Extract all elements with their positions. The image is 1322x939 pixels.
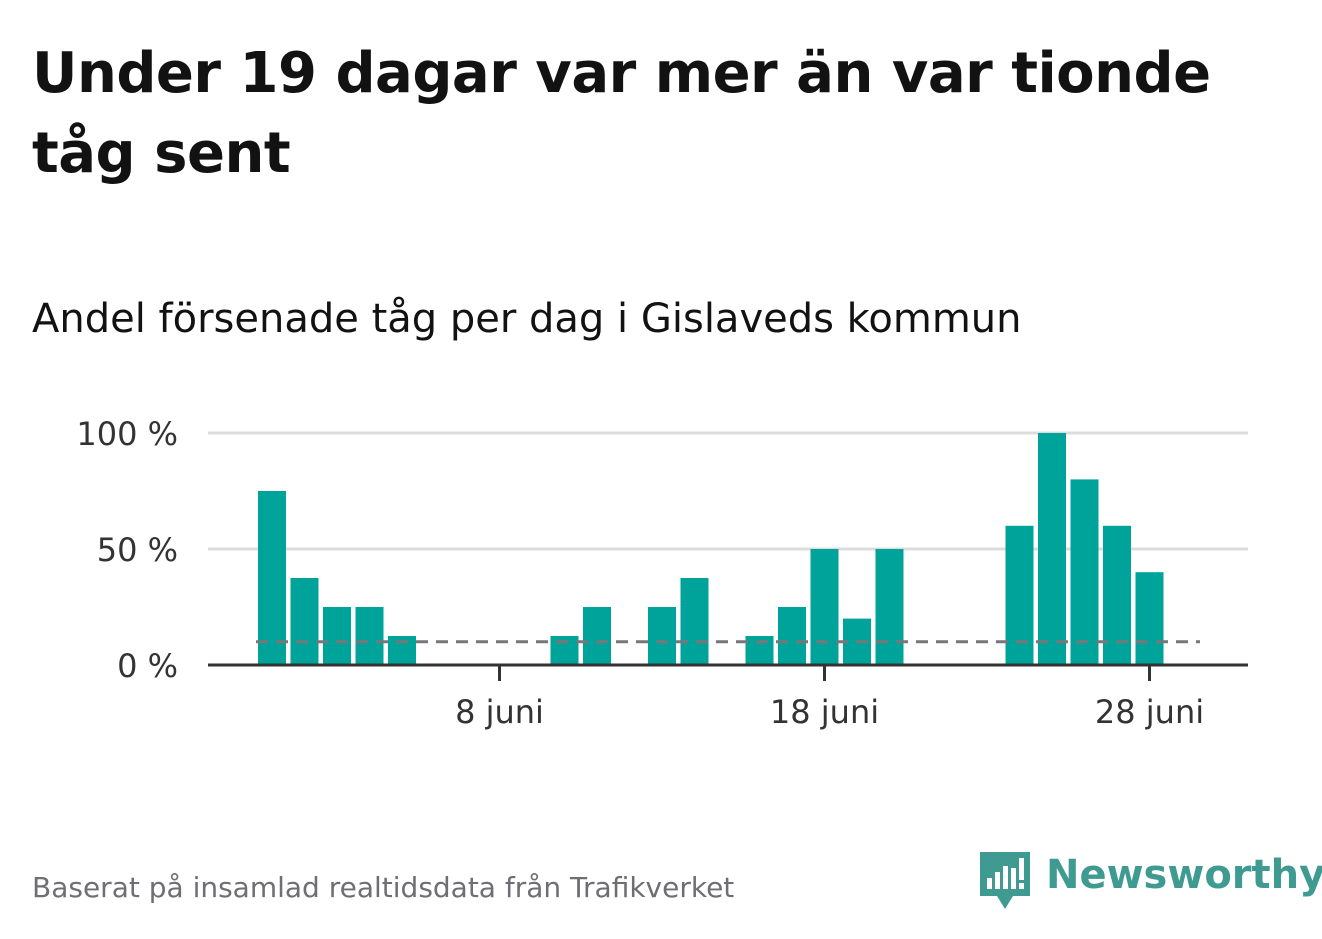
bar	[648, 607, 676, 665]
bar	[1005, 525, 1034, 665]
newsworthy-logo-icon	[980, 852, 1030, 909]
bar	[778, 607, 806, 665]
bar	[1103, 525, 1131, 665]
logo-bar	[1019, 883, 1024, 889]
x-tick-label: 18 juni	[770, 693, 879, 731]
bar	[1070, 479, 1099, 665]
bar	[680, 578, 709, 665]
bar	[290, 578, 319, 665]
bar	[810, 549, 839, 665]
bar	[323, 607, 351, 665]
newsworthy-logo[interactable]: Newsworthy	[980, 848, 1322, 914]
logo-bar	[1003, 866, 1008, 889]
bar-chart: 0 % 50 % 100 % 8 juni 18 juni 28 juni	[76, 415, 1248, 731]
logo-bar	[987, 878, 992, 889]
bar	[1038, 433, 1066, 665]
brand-name: Newsworthy	[1046, 852, 1322, 898]
bar	[583, 607, 611, 665]
y-tick-label: 50 %	[97, 531, 178, 569]
x-tick-label: 28 juni	[1095, 693, 1204, 731]
bars	[258, 433, 1164, 665]
bar	[355, 607, 384, 665]
x-tick-label: 8 juni	[455, 693, 544, 731]
chart-subtitle: Andel försenade tåg per dag i Gislaveds …	[32, 296, 1022, 342]
bar	[875, 549, 904, 665]
logo-bar	[1019, 858, 1024, 880]
axes: 0 % 50 % 100 % 8 juni 18 juni 28 juni	[76, 415, 1248, 731]
bar	[1135, 572, 1164, 665]
logo-bar	[995, 872, 1000, 889]
source-note: Baserat på insamlad realtidsdata från Tr…	[32, 871, 735, 904]
y-tick-label: 100 %	[76, 415, 178, 453]
chart-title: Under 19 dagar var mer än var tionde tåg…	[32, 41, 1211, 186]
y-tick-label: 0 %	[117, 647, 178, 685]
bar	[258, 491, 286, 665]
logo-bar	[1011, 868, 1016, 889]
